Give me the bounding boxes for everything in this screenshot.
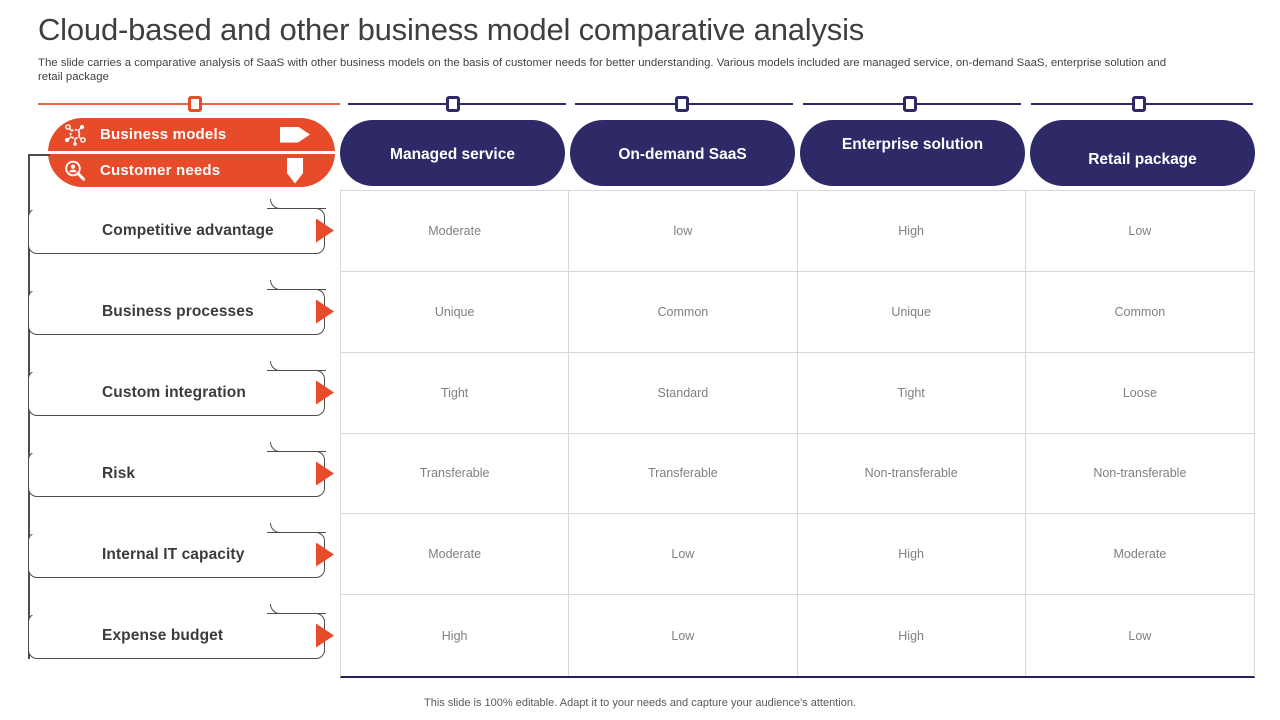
row-label-text: Expense budget [102, 626, 224, 644]
column-header-label: Enterprise solution [841, 136, 984, 153]
row-arrow-icon [316, 623, 334, 648]
row-arrow-icon [316, 218, 334, 243]
table-cell: Low [1025, 191, 1254, 272]
row-arrow-icon [316, 542, 334, 567]
row-box-top-mask [30, 611, 267, 615]
slide-subtitle: The slide carries a comparative analysis… [38, 56, 1253, 84]
table-cell: Non-transferable [797, 433, 1026, 515]
table-cell: Tight [797, 352, 1026, 434]
column-header-on-demand-saas: On-demand SaaS [570, 120, 795, 186]
table-cell: Common [1025, 272, 1254, 353]
divider-marker-icon [903, 96, 917, 112]
row-label-text: Internal IT capacity [102, 545, 245, 563]
table-cell: High [797, 514, 1026, 596]
arrow-right-icon [280, 126, 310, 143]
row-label-text: Business processes [102, 302, 254, 320]
legend-row-business-models: Business models [48, 118, 335, 151]
table-cell: low [569, 191, 798, 272]
row-box-hook-line [269, 360, 326, 371]
row-box-top-mask [30, 530, 267, 534]
legend-row-customer-needs: Customer needs [48, 151, 335, 187]
table-cell: High [797, 191, 1026, 272]
table-cell: Moderate [341, 191, 570, 272]
row-box-hook-line [269, 279, 326, 290]
subtitle-line-1: The slide carries a comparative analysis… [38, 57, 1167, 69]
row-label-text: Custom integration [102, 383, 246, 401]
network-nodes-icon [64, 123, 86, 146]
row-arrow-icon [316, 380, 334, 405]
row-arrow-icon [316, 461, 334, 486]
table-cell: Common [569, 271, 798, 353]
row-box-hook-line [269, 522, 326, 533]
row-label-expense-budget: Expense budget [28, 603, 334, 659]
arrow-down-icon [287, 157, 303, 184]
divider-marker-icon [1132, 96, 1146, 112]
table-cell: Transferable [569, 433, 798, 515]
table-cell: Moderate [1025, 514, 1254, 596]
column-header-label: On-demand SaaS [618, 146, 747, 163]
row-box-hook-line [269, 198, 326, 209]
footer-note: This slide is 100% editable. Adapt it to… [424, 697, 856, 709]
table-cell: Standard [569, 352, 798, 434]
row-arrow-icon [316, 299, 334, 324]
table-cell: High [341, 595, 570, 676]
table-cell: Non-transferable [1025, 434, 1254, 515]
column-header-label: Retail package [1088, 151, 1197, 168]
row-label-risk: Risk [28, 441, 334, 497]
table-cell: Transferable [341, 433, 570, 515]
divider-marker-icon [675, 96, 689, 112]
row-box-top-mask [30, 206, 267, 210]
legend-pill: Business models Customer needs [48, 118, 335, 187]
column-header-enterprise-solution: Enterprise solution [800, 120, 1025, 186]
row-label-custom-integration: Custom integration [28, 360, 334, 416]
row-box-top-mask [30, 368, 267, 372]
row-label-internal-it-capacity: Internal IT capacity [28, 522, 334, 578]
table-cell: Loose [1025, 353, 1254, 434]
comparison-table: Moderate low High Low Unique Common Unique Comm… [340, 190, 1255, 678]
divider-marker-icon [188, 96, 202, 112]
magnifier-person-icon [65, 160, 86, 181]
legend-label-customer-needs: Customer needs [100, 162, 221, 179]
table-cell: High [798, 595, 1026, 676]
row-box-hook-line [269, 441, 326, 452]
page-title: Cloud-based and other business model com… [38, 12, 865, 47]
subtitle-line-2: retail package [38, 71, 109, 83]
row-box-top-mask [30, 449, 267, 453]
legend-label-business-models: Business models [100, 126, 227, 143]
column-header-label: Managed service [390, 146, 515, 163]
row-label-text: Competitive advantage [102, 221, 274, 239]
table-cell: Tight [341, 352, 570, 434]
row-label-business-processes: Business processes [28, 279, 334, 335]
divider-marker-icon [446, 96, 460, 112]
table-cell: Low [569, 514, 798, 596]
table-cell: Low [1128, 628, 1152, 643]
row-box-top-mask [30, 287, 267, 291]
table-cell: Low [569, 595, 798, 676]
table-cell: Moderate [341, 514, 570, 596]
column-header-managed-service: Managed service [340, 120, 565, 186]
connector-elbow [28, 154, 50, 156]
row-label-competitive-advantage: Competitive advantage [28, 198, 334, 254]
row-box-hook-line [269, 603, 326, 614]
table-cell: Unique [797, 271, 1026, 353]
table-cell: Unique [341, 271, 570, 353]
column-header-retail-package: Retail package [1030, 120, 1255, 186]
row-label-text: Risk [102, 464, 136, 482]
